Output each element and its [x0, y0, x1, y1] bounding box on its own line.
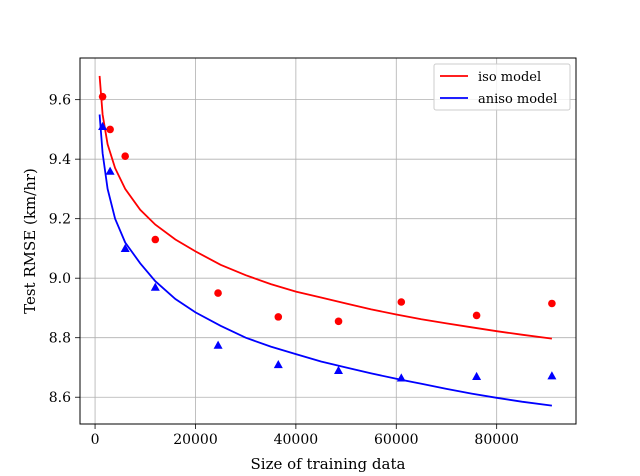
ticks: 0 20000 40000 60000 80000 8.6 8.8 9.0 9.2 9.4 9.6	[49, 93, 519, 448]
y-tick-label: 8.6	[49, 390, 71, 406]
aniso-model-point	[98, 121, 108, 130]
iso-model-point	[274, 313, 283, 321]
aniso-model-point	[547, 371, 557, 380]
y-tick-label: 9.2	[49, 212, 71, 228]
x-tick-label: 0	[91, 432, 100, 448]
x-axis-label: Size of training data	[251, 455, 406, 473]
y-tick-label: 8.8	[49, 331, 71, 347]
aniso-model-point	[472, 371, 482, 380]
aniso-model-point	[150, 282, 160, 291]
legend-label-aniso: aniso model	[478, 92, 557, 107]
y-tick-label: 9.4	[49, 152, 71, 168]
x-tick-label: 80000	[474, 432, 519, 448]
iso-model-point	[397, 298, 406, 306]
legend-label-iso: iso model	[478, 70, 541, 85]
x-tick-label: 60000	[374, 432, 419, 448]
iso-model-point	[151, 235, 160, 244]
grid	[80, 58, 576, 424]
y-axis-label: Test RMSE (km/hr)	[21, 168, 39, 314]
aniso-model-point	[396, 373, 406, 382]
iso-model-point	[214, 289, 222, 297]
legend: iso model aniso model	[433, 63, 571, 111]
iso-model-point	[548, 299, 556, 308]
y-tick-label: 9.6	[49, 93, 71, 109]
iso-model-point	[106, 125, 114, 134]
aniso-model-point	[120, 243, 130, 252]
iso-model-point	[98, 92, 107, 101]
aniso-model-point	[213, 340, 223, 349]
y-tick-label: 9.0	[49, 271, 71, 287]
aniso-model-point	[105, 166, 115, 175]
plot-frame	[79, 57, 577, 425]
aniso-model-curve	[98, 114, 553, 407]
iso-model-point	[121, 152, 129, 160]
x-tick-label: 20000	[173, 432, 218, 448]
iso-model-curve	[98, 75, 553, 340]
aniso-model-point	[273, 360, 283, 369]
aniso-model-point	[334, 365, 343, 374]
iso-model-point	[472, 311, 481, 320]
x-tick-label: 40000	[274, 432, 319, 448]
iso-model-point	[334, 317, 343, 326]
series-layer	[98, 75, 557, 407]
